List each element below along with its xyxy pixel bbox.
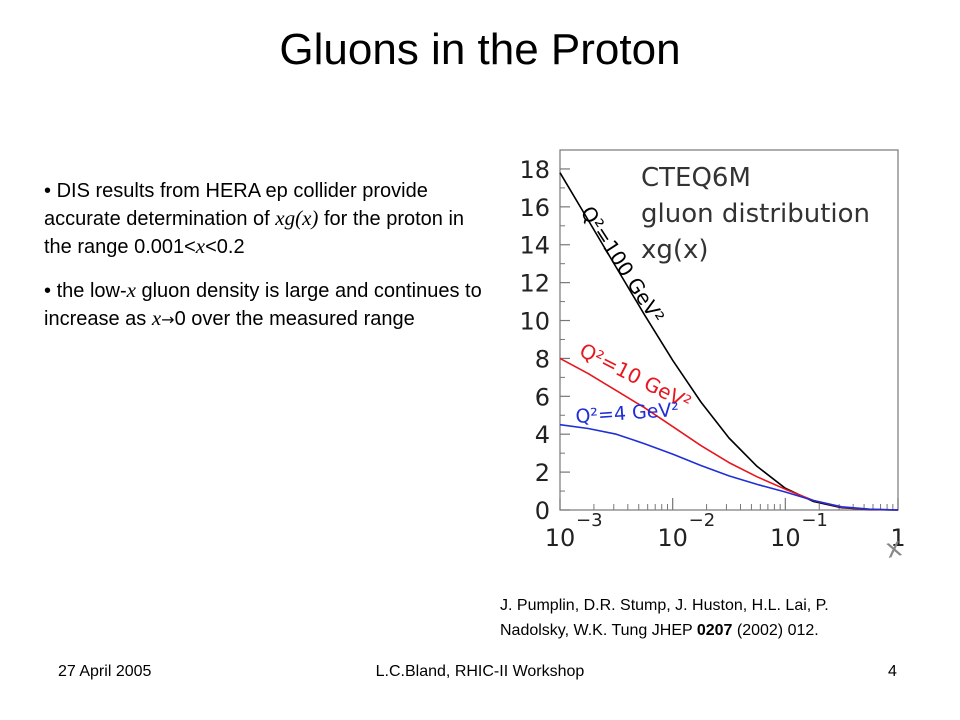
y-tick-label: 16 (519, 194, 550, 222)
plot-frame (559, 149, 899, 511)
curves (559, 172, 899, 511)
x-tick-label: 10 (545, 524, 576, 552)
citation-line-1: J. Pumplin, D.R. Stump, J. Huston, H.L. … (500, 597, 829, 614)
bullet-text: for the proton in the range 0.001< (44, 208, 465, 258)
x-tick-label: 10 (770, 524, 801, 552)
math-x: x (302, 206, 312, 230)
series-line (559, 357, 899, 511)
y-axis: 0 2 4 6 8 10 12 14 16 18 (519, 156, 570, 525)
bullet-text: 0 over the measured range (174, 308, 415, 330)
math-paren-open: ( (295, 206, 303, 230)
bullet-text: <0.2 (205, 236, 245, 258)
page-number: 4 (888, 663, 897, 680)
bullet-text: the low- (56, 280, 127, 302)
y-tick-label: 2 (535, 459, 550, 487)
math-x: x (195, 234, 206, 258)
math-x: x (151, 306, 162, 330)
citation-volume: 0207 (696, 622, 733, 639)
x-tick-label: 1 (890, 524, 905, 552)
math-x: x (126, 278, 136, 302)
footer-event: L.C.Bland, RHIC-II Workshop (375, 663, 585, 680)
y-tick-label: 18 (519, 156, 550, 184)
x-tick-exponent: −3 (576, 510, 603, 531)
x-tick-label: 10 (657, 524, 688, 552)
bullet-list: • DIS results from HERA ep collider prov… (44, 178, 484, 349)
series-line (559, 423, 899, 511)
bullet-text: DIS results from HERA ep collider provid… (44, 180, 428, 230)
y-tick-label: 6 (535, 383, 550, 411)
y-tick-label: 4 (535, 421, 550, 449)
x-axis: 10−310−210−11 (545, 498, 906, 552)
bullet-low-x: • the low-x gluon density is large and c… (44, 277, 484, 333)
arrow-right-icon: → (161, 310, 175, 329)
chart-title-line: xg(x) (641, 235, 709, 265)
bullet-text: gluon density is large and continues to … (44, 280, 482, 330)
chart-title-line: CTEQ6M (641, 163, 751, 193)
x-tick-exponent: −2 (689, 510, 716, 531)
chart-title-line: gluon distribution (641, 199, 870, 229)
y-tick-label: 12 (519, 270, 550, 298)
citation: J. Pumplin, D.R. Stump, J. Huston, H.L. … (500, 593, 940, 643)
footer-date: 27 April 2005 (58, 663, 152, 680)
x-tick-exponent: −1 (801, 510, 828, 531)
gluon-chart: 0 2 4 6 8 10 12 14 16 18 10 −3 10 −2 10 −1 1 CTEQ6M gluo… (498, 140, 918, 580)
x-axis-label: x (883, 532, 904, 565)
math-paren-close: ) (311, 206, 319, 230)
math-xg: xg (275, 206, 296, 230)
series-label: Q²=4 GeV² (575, 399, 680, 428)
citation-year-page: (2002) 012. (732, 622, 819, 639)
y-tick-label: 14 (519, 232, 550, 260)
bullet-marker: • (44, 180, 52, 202)
citation-authors: Nadolsky, W.K. Tung JHEP (500, 622, 697, 639)
plot-border (559, 149, 899, 511)
y-tick-label: 0 (535, 497, 550, 525)
citation-line-2: Nadolsky, W.K. Tung JHEP 0207 (2002) 012… (500, 618, 940, 643)
bullet-hera: • DIS results from HERA ep collider prov… (44, 178, 484, 261)
slide-title: Gluons in the Proton (279, 25, 681, 74)
chart-title: CTEQ6M gluon distribution xg(x) (641, 163, 870, 265)
bullet-marker: • (44, 280, 52, 302)
y-tick-label: 10 (519, 308, 550, 336)
y-tick-label: 8 (535, 345, 550, 373)
